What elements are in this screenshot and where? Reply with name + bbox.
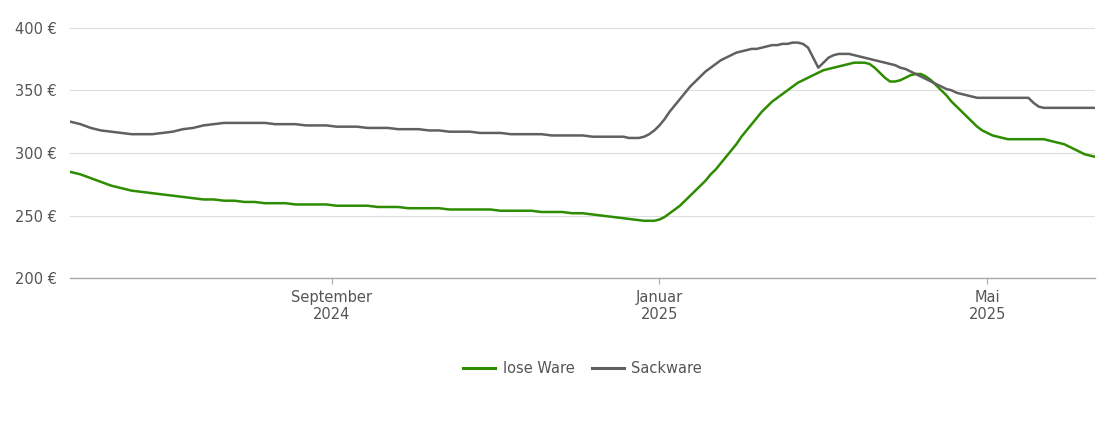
Legend: lose Ware, Sackware: lose Ware, Sackware xyxy=(457,355,708,382)
